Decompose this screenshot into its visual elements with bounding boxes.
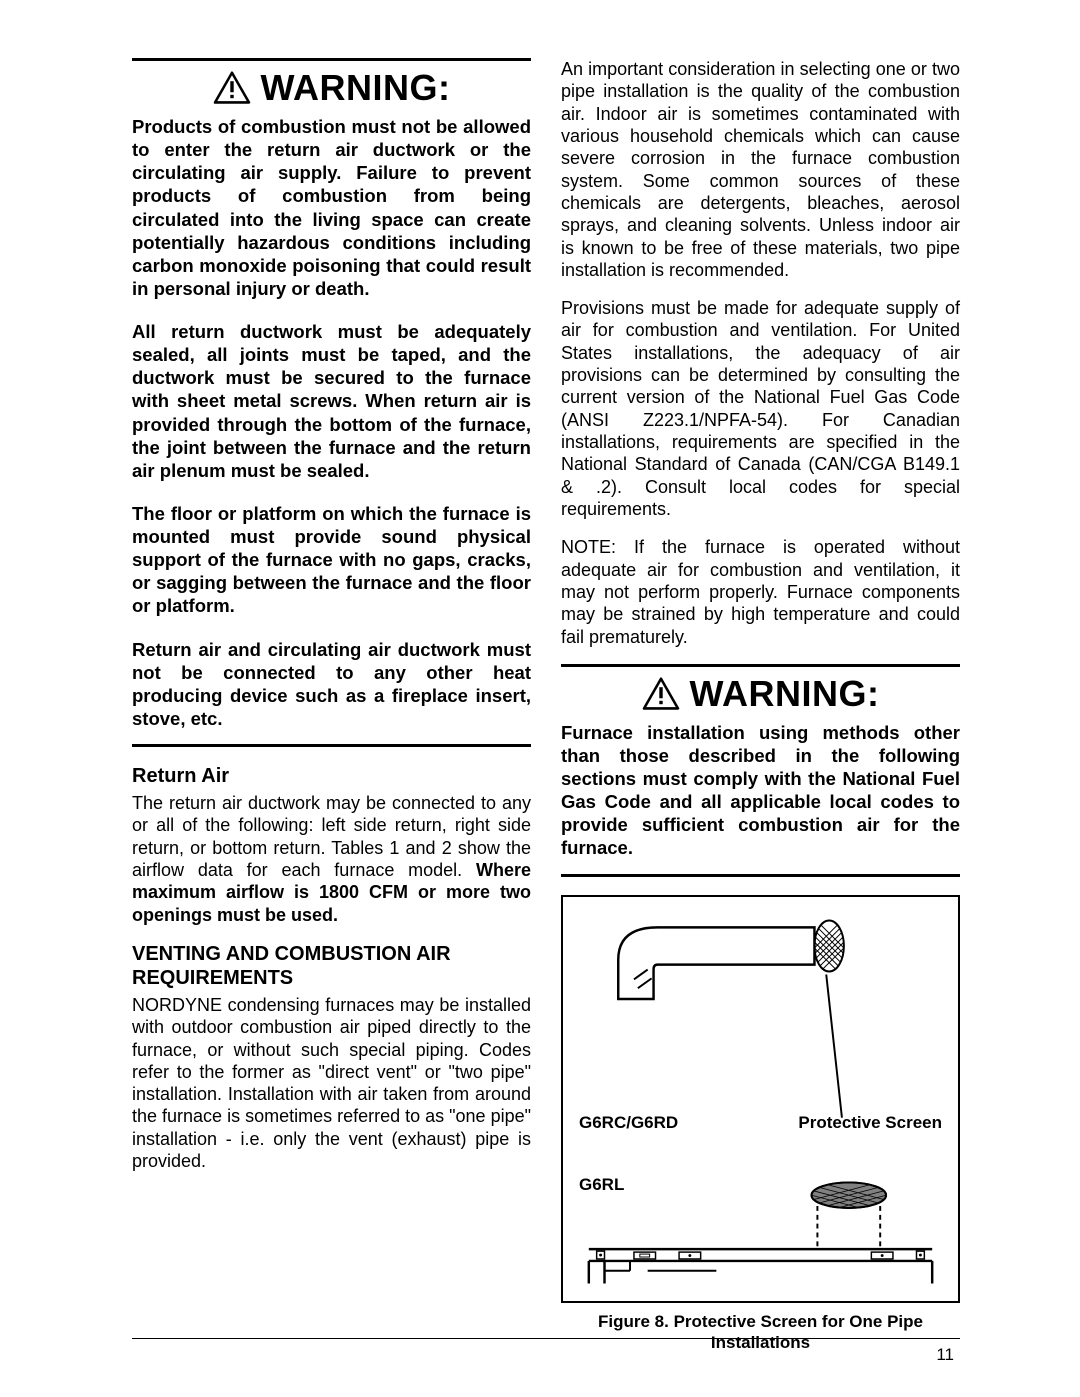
figure-8-illustration bbox=[579, 913, 942, 1291]
figure-label-g6rc: G6RC/G6RD bbox=[579, 1113, 678, 1133]
footer-rule bbox=[132, 1338, 960, 1340]
return-air-text: The return air ductwork may be connected… bbox=[132, 793, 531, 880]
warning-right-para: Furnace installation using methods other… bbox=[561, 721, 960, 860]
warning-title-2: WARNING: bbox=[690, 673, 880, 715]
warning-header: WARNING: bbox=[132, 67, 531, 109]
heading-return-air: Return Air bbox=[132, 765, 531, 788]
left-column: WARNING: Products of combustion must not… bbox=[132, 58, 531, 1353]
figure-label-protective-screen: Protective Screen bbox=[798, 1113, 942, 1133]
warning-header-2: WARNING: bbox=[561, 673, 960, 715]
figure-label-g6rl: G6RL bbox=[579, 1175, 624, 1195]
venting-body: NORDYNE condensing furnaces may be insta… bbox=[132, 994, 531, 1173]
page-number: 11 bbox=[936, 1345, 954, 1365]
warning-triangle-icon bbox=[213, 71, 251, 105]
right-para-3: NOTE: If the furnace is operated without… bbox=[561, 536, 960, 648]
figure-caption: Figure 8. Protective Screen for One Pipe… bbox=[561, 1311, 960, 1354]
warning-para-3: The floor or platform on which the furna… bbox=[132, 502, 531, 618]
figure-8-box: G6RC/G6RD Protective Screen G6RL bbox=[561, 895, 960, 1303]
warning-para-1: Products of combustion must not be allow… bbox=[132, 115, 531, 300]
warning-para-4: Return air and circulating air ductwork … bbox=[132, 638, 531, 731]
warning-triangle-icon bbox=[642, 677, 680, 711]
right-para-2: Provisions must be made for adequate sup… bbox=[561, 297, 960, 520]
warning-para-2: All return ductwork must be adequately s… bbox=[132, 320, 531, 482]
warning-title: WARNING: bbox=[261, 67, 451, 109]
right-column: An important consideration in selecting … bbox=[561, 58, 960, 1353]
right-para-1: An important consideration in selecting … bbox=[561, 58, 960, 281]
manual-page: WARNING: Products of combustion must not… bbox=[0, 0, 1080, 1393]
return-air-body: The return air ductwork may be connected… bbox=[132, 792, 531, 926]
warning-box-installation: WARNING: Furnace installation using meth… bbox=[561, 664, 960, 877]
warning-box-combustion: WARNING: Products of combustion must not… bbox=[132, 58, 531, 747]
two-column-layout: WARNING: Products of combustion must not… bbox=[132, 58, 960, 1353]
heading-venting: VENTING AND COMBUSTION AIR REQUIREMENTS bbox=[132, 942, 531, 990]
